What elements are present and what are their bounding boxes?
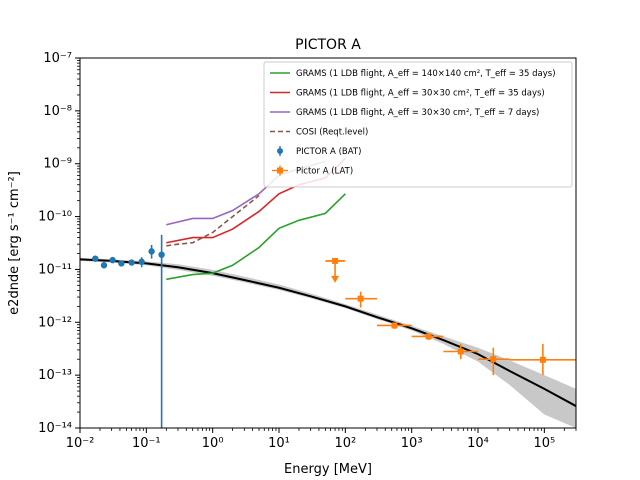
y-axis-label: e2dnde [erg s⁻¹ cm⁻²] (7, 171, 22, 315)
data-point-5-1 (357, 295, 364, 302)
plot-area (80, 158, 576, 428)
y-tick-label-6: 10⁻⁸ (43, 104, 72, 119)
data-point-4-2 (109, 256, 116, 264)
data-point-5-3 (425, 333, 432, 340)
y-tick-label-3: 10⁻¹¹ (38, 262, 72, 277)
data-point-4-0 (92, 255, 99, 262)
data-point-4-4 (128, 259, 135, 266)
y-tick-label-5: 10⁻⁹ (43, 157, 72, 172)
y-tick-label-2: 10⁻¹² (38, 315, 72, 330)
x-tick-label-0: 10⁻² (66, 436, 95, 451)
data-point-4-6 (148, 248, 155, 255)
y-tick-label-7: 10⁻⁷ (43, 51, 72, 66)
upper-limit-head-5-0 (331, 275, 340, 283)
legend-entry-1: GRAMS (1 LDB flight, A_eff = 30×30 cm², … (296, 89, 545, 99)
data-point-4-7 (158, 251, 165, 258)
y-tick-label-0: 10⁻¹⁴ (38, 421, 72, 436)
series-line-0 (166, 193, 346, 281)
data-point-5-5 (490, 356, 497, 363)
legend-swatch-4 (277, 148, 283, 154)
y-tick-label-4: 10⁻¹⁰ (38, 210, 72, 225)
data-point-5-6 (539, 356, 546, 363)
data-point-5-4 (457, 348, 464, 355)
x-axis-label: Energy [MeV] (284, 462, 372, 477)
plot-frame (79, 57, 577, 429)
legend-box (263, 61, 573, 188)
data-point-4-3 (118, 260, 125, 267)
x-tick-label-2: 10⁰ (202, 436, 224, 451)
legend-entry-4: PICTOR A (BAT) (296, 147, 361, 157)
legend-entry-3: COSI (Reqt.level) (296, 128, 368, 138)
x-tick-label-6: 10⁴ (467, 436, 489, 451)
chart-title: PICTOR A (295, 37, 361, 53)
data-point-4-1 (100, 262, 108, 269)
x-tick-label-3: 10¹ (268, 436, 290, 451)
legend-entry-0: GRAMS (1 LDB flight, A_eff = 140×140 cm²… (296, 69, 556, 79)
legend-entry-5: Pictor A (LAT) (296, 167, 353, 177)
legend-entry-2: GRAMS (1 LDB flight, A_eff = 30×30 cm², … (296, 108, 539, 118)
x-tick-label-1: 10⁻¹ (132, 436, 161, 451)
series-line-3 (166, 194, 260, 247)
legend: GRAMS (1 LDB flight, A_eff = 140×140 cm²… (263, 61, 573, 188)
y-tick-label-1: 10⁻¹³ (38, 368, 72, 383)
x-tick-label-4: 10² (334, 436, 356, 451)
x-tick-label-7: 10⁵ (533, 436, 555, 451)
data-point-5-2 (391, 322, 398, 329)
x-tick-label-5: 10³ (401, 436, 423, 451)
data-point-5-0 (332, 257, 339, 264)
legend-swatch-5 (277, 167, 283, 174)
data-point-4-5 (138, 258, 145, 265)
